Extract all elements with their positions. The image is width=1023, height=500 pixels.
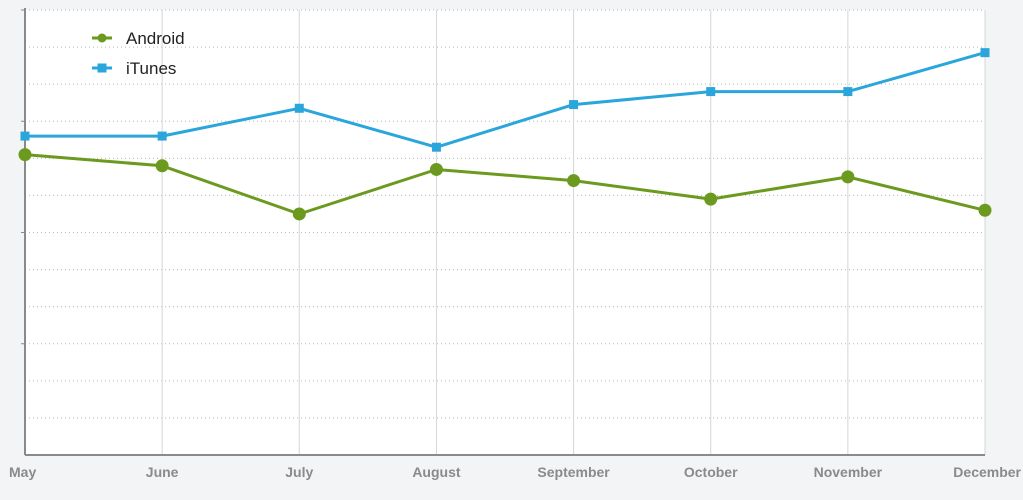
series-line: [24, 153, 986, 216]
x-tick-label: June: [146, 464, 179, 480]
x-tick-label: May: [9, 464, 36, 480]
data-point: [567, 174, 581, 188]
data-point: [294, 103, 304, 113]
legend-item: Android: [92, 29, 185, 48]
data-point: [431, 142, 441, 152]
data-point: [978, 203, 992, 217]
data-point: [706, 87, 716, 97]
x-tick-label: July: [285, 464, 313, 480]
legend-swatch-marker: [97, 63, 107, 73]
data-point: [429, 162, 443, 176]
data-point: [20, 131, 30, 141]
series-itunes: [20, 48, 990, 152]
series-layer: [18, 48, 992, 221]
axes: [24, 8, 985, 456]
series-android: [18, 148, 992, 221]
x-tick-labels: May June July August September October Novembe…: [9, 464, 1022, 480]
legend-label: iTunes: [126, 59, 176, 78]
x-tick-label: August: [412, 464, 461, 480]
data-point: [704, 192, 718, 206]
x-tick-label: September: [537, 464, 610, 480]
data-point: [292, 207, 306, 221]
legend: Android iTunes: [92, 29, 185, 78]
data-point: [18, 148, 32, 162]
x-tick-label: October: [684, 464, 738, 480]
legend-swatch-marker: [97, 33, 107, 43]
x-tick-label: December: [953, 464, 1021, 480]
data-point: [569, 100, 579, 110]
data-point: [843, 87, 853, 97]
x-tick-label: November: [814, 464, 883, 480]
gridlines: [21, 9, 986, 455]
legend-item: iTunes: [92, 59, 176, 78]
data-point: [155, 159, 169, 173]
data-point: [980, 48, 990, 58]
data-point: [841, 170, 855, 184]
series-line: [25, 51, 986, 149]
legend-label: Android: [126, 29, 185, 48]
data-point: [157, 131, 167, 141]
